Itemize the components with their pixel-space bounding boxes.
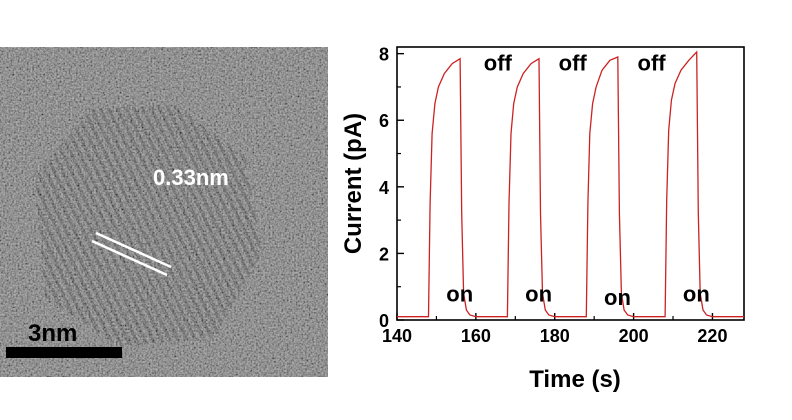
- annotation-on: on: [683, 282, 710, 307]
- scale-bar-label: 3nm: [28, 320, 77, 347]
- x-tick-label: 140: [382, 326, 412, 346]
- y-tick-label: 6: [379, 111, 389, 131]
- y-axis-label: Current (pA): [340, 113, 367, 254]
- lattice-spacing-marker: [91, 231, 172, 277]
- y-tick-label: 4: [379, 178, 389, 198]
- annotation-off: off: [638, 50, 667, 75]
- x-tick-label: 160: [461, 326, 491, 346]
- y-tick-label: 8: [379, 45, 389, 65]
- lattice-spacing-label: 0.33nm: [153, 165, 229, 190]
- plot-border: [396, 46, 745, 321]
- x-tick-label: 180: [540, 326, 570, 346]
- series-line-current: [397, 50, 744, 318]
- annotation-off: off: [559, 50, 588, 75]
- annotation-on: on: [446, 282, 473, 307]
- x-axis-label: Time (s): [529, 366, 621, 393]
- plot-frame: [396, 46, 745, 321]
- tem-image: 0.33nm 3nm: [0, 47, 328, 377]
- y-tick-label: 0: [379, 311, 389, 331]
- tem-grain-noise: [0, 47, 328, 377]
- y-axis-ticks: 0 2 4 6 8: [379, 45, 404, 331]
- annotation-off: off: [484, 50, 513, 75]
- x-axis-ticks: 140 160 180 200 220: [382, 313, 727, 346]
- y-tick-label: 2: [379, 244, 389, 264]
- scale-bar: [6, 347, 122, 358]
- tem-image-panel: 0.33nm 3nm: [0, 47, 328, 377]
- chart-annotations: off off off on on on on: [446, 50, 709, 310]
- x-tick-label: 200: [619, 326, 649, 346]
- annotation-on: on: [604, 285, 631, 310]
- x-tick-label: 220: [697, 326, 727, 346]
- annotation-on: on: [525, 282, 552, 307]
